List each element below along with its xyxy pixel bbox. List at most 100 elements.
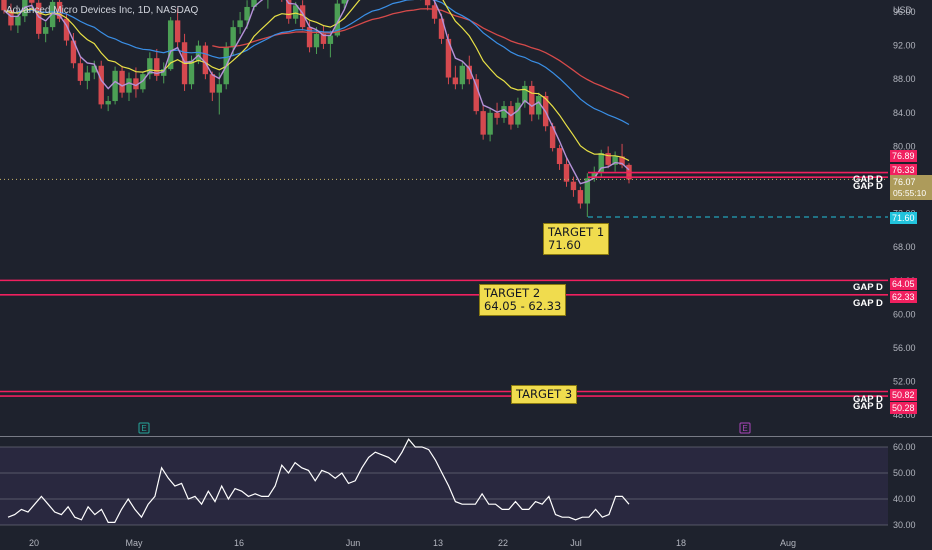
x-tick-label: May <box>125 538 143 548</box>
candle-body <box>216 84 222 93</box>
rsi-band-fill <box>0 447 888 525</box>
current-price-tag <box>890 175 932 200</box>
chart-title: Advanced Micro Devices Inc, 1D, NASDAQ <box>6 5 199 16</box>
candle-body <box>334 3 341 36</box>
candle-body <box>244 6 250 21</box>
candle-body <box>98 65 104 105</box>
earnings-marker-label: E <box>742 424 747 433</box>
candle-body <box>473 79 479 112</box>
rsi-line <box>7 438 630 523</box>
candle-body <box>591 172 597 179</box>
candle-body <box>438 18 445 39</box>
candle-body <box>63 18 70 41</box>
x-tick-label: 13 <box>433 538 443 548</box>
candle-body <box>167 20 174 70</box>
gap-label: GAP D <box>853 174 883 185</box>
candle-body <box>70 40 77 64</box>
candle-body <box>480 111 486 135</box>
candle-body <box>431 5 438 19</box>
currency-label: USD <box>893 5 913 15</box>
candle-body <box>341 0 347 4</box>
rsi-tick-label: 30.00 <box>893 520 916 530</box>
price-tag-label: 50.82 <box>892 390 915 400</box>
candle-body <box>174 20 181 43</box>
countdown-label: 05:55:10 <box>893 188 926 198</box>
candle-body <box>91 65 97 73</box>
y-tick-label: 56.00 <box>893 343 916 353</box>
candle-body <box>49 1 56 28</box>
candle-body <box>619 156 625 165</box>
target-1-label: TARGET 1 71.60 <box>543 223 610 255</box>
price-tag-label: 62.33 <box>892 292 915 302</box>
candle-body <box>77 63 84 81</box>
x-tick-label: 22 <box>498 538 508 548</box>
candle-body <box>133 78 139 90</box>
candle-body <box>251 0 257 7</box>
x-tick-label: 16 <box>234 538 244 548</box>
x-tick-label: 20 <box>29 538 39 548</box>
earnings-marker <box>138 422 150 434</box>
candle-body <box>292 5 299 19</box>
earnings-marker <box>739 422 751 434</box>
candle-body <box>154 58 160 76</box>
ma-blue-line <box>17 0 630 126</box>
candle-body <box>570 181 577 191</box>
candle-body <box>529 85 535 115</box>
price-tag-label: 76.89 <box>892 151 915 161</box>
candle-body <box>563 164 570 182</box>
candle-body <box>577 190 584 204</box>
ma-yellow-line <box>3 0 630 162</box>
y-tick-label: 96.00 <box>893 7 916 17</box>
x-tick-label: Jun <box>346 538 361 548</box>
ma-red-line <box>212 8 630 99</box>
candle-body <box>536 96 542 115</box>
rsi-tick-label: 40.00 <box>893 494 916 504</box>
candle-body <box>598 153 604 173</box>
y-tick-label: 92.00 <box>893 41 916 51</box>
candle-body <box>29 0 35 3</box>
candle-body <box>522 85 528 103</box>
candle-body <box>556 148 563 165</box>
candle-body <box>202 45 209 75</box>
candle-body <box>445 38 452 78</box>
x-tick-label: Aug <box>780 538 796 548</box>
candle-body <box>494 112 500 118</box>
y-tick-label: 48.00 <box>893 410 916 420</box>
price-tag-label: 76.33 <box>892 165 915 175</box>
y-tick-label: 88.00 <box>893 74 916 84</box>
price-tag <box>890 402 917 414</box>
candle-body <box>126 78 132 93</box>
candle-body <box>459 65 466 85</box>
candle-body <box>501 106 507 118</box>
price-tag-label: 71.60 <box>892 213 915 223</box>
price-tag <box>890 212 917 224</box>
y-tick-label: 80.00 <box>893 141 916 151</box>
candle-body <box>230 27 236 48</box>
target-2-label: TARGET 2 64.05 - 62.33 <box>479 284 567 316</box>
candle-body <box>452 77 459 85</box>
gap-label: GAP D <box>853 298 883 309</box>
candle-body <box>306 27 313 48</box>
candle-body <box>209 74 216 93</box>
candle-body <box>327 35 334 44</box>
candle-body <box>119 70 125 93</box>
y-tick-label: 84.00 <box>893 108 916 118</box>
candle-body <box>286 0 292 19</box>
price-tag-label: 64.05 <box>892 279 915 289</box>
candle-body <box>1 0 7 11</box>
candle-body <box>42 27 49 34</box>
candle-body <box>313 33 320 48</box>
price-tag-label: 50.28 <box>892 403 915 413</box>
ma-violet-line <box>3 0 630 185</box>
candle-body <box>84 72 91 81</box>
target-3-label: TARGET 3 <box>511 385 578 404</box>
x-tick-label: 18 <box>676 538 686 548</box>
y-tick-label: 68.00 <box>893 242 916 252</box>
gap-label: GAP D <box>853 401 883 412</box>
candle-body <box>105 101 111 105</box>
price-tag <box>890 291 917 303</box>
earnings-marker-label: E <box>141 424 146 433</box>
gap-label: GAP D <box>853 394 883 405</box>
candle-body <box>237 20 243 28</box>
